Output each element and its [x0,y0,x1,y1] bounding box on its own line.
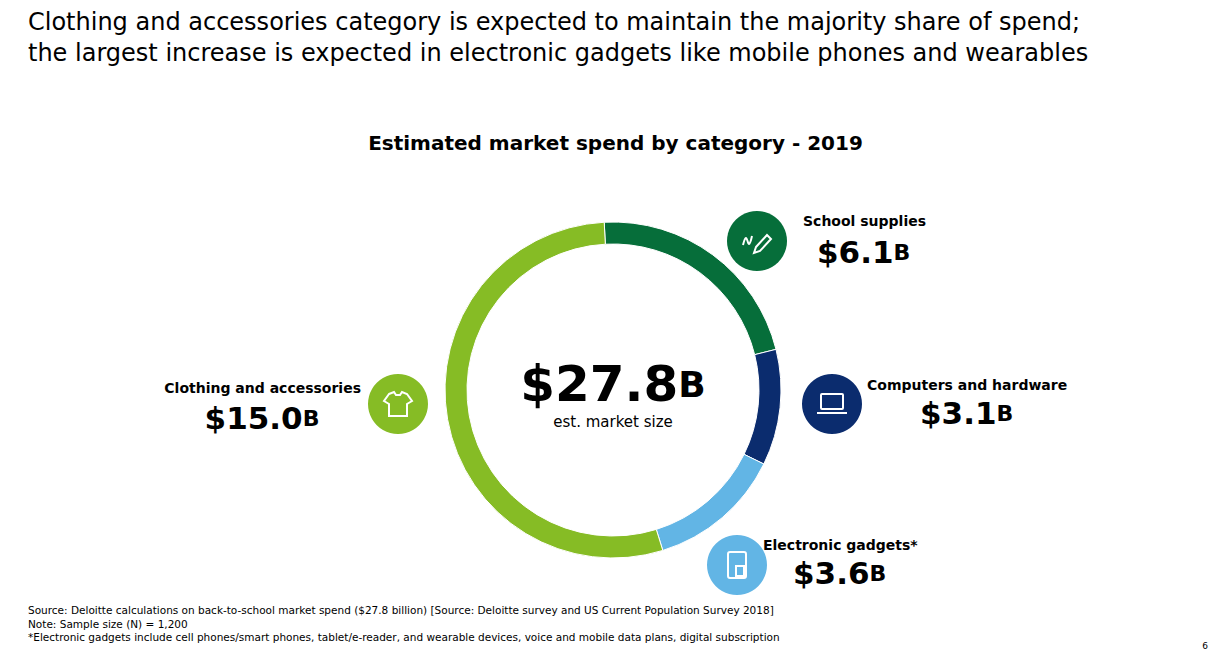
svg-text:Source: Deloitte calculations: Source: Deloitte calculations on back-to… [28,604,774,616]
svg-text:the largest increase is expect: the largest increase is expected in elec… [28,39,1088,67]
svg-text:6: 6 [1202,641,1208,651]
svg-text:Electronic gadgets*: Electronic gadgets* [763,537,918,553]
svg-text:Clothing and accessories: Clothing and accessories [164,380,361,396]
svg-text:B: B [678,364,705,405]
svg-text:$6.1: $6.1 [817,234,894,270]
svg-text:Clothing and accessories categ: Clothing and accessories category is exp… [28,8,1080,36]
svg-text:Note: Sample size (N) = 1,200: Note: Sample size (N) = 1,200 [28,618,188,630]
svg-text:School supplies: School supplies [803,213,926,229]
svg-text:B: B [303,406,320,431]
svg-text:est. market size: est. market size [553,413,673,431]
svg-text:Computers and hardware: Computers and hardware [867,377,1067,393]
svg-text:$3.1: $3.1 [920,395,997,431]
svg-text:B: B [996,401,1013,426]
svg-text:Estimated market spend by cate: Estimated market spend by category - 201… [368,131,863,155]
svg-text:B: B [869,561,886,586]
svg-text:$15.0: $15.0 [205,400,303,436]
svg-text:*Electronic gadgets include ce: *Electronic gadgets include cell phones/… [28,631,780,643]
svg-text:$3.6: $3.6 [793,555,870,591]
svg-text:B: B [893,240,910,265]
svg-text:$27.8: $27.8 [520,355,678,413]
